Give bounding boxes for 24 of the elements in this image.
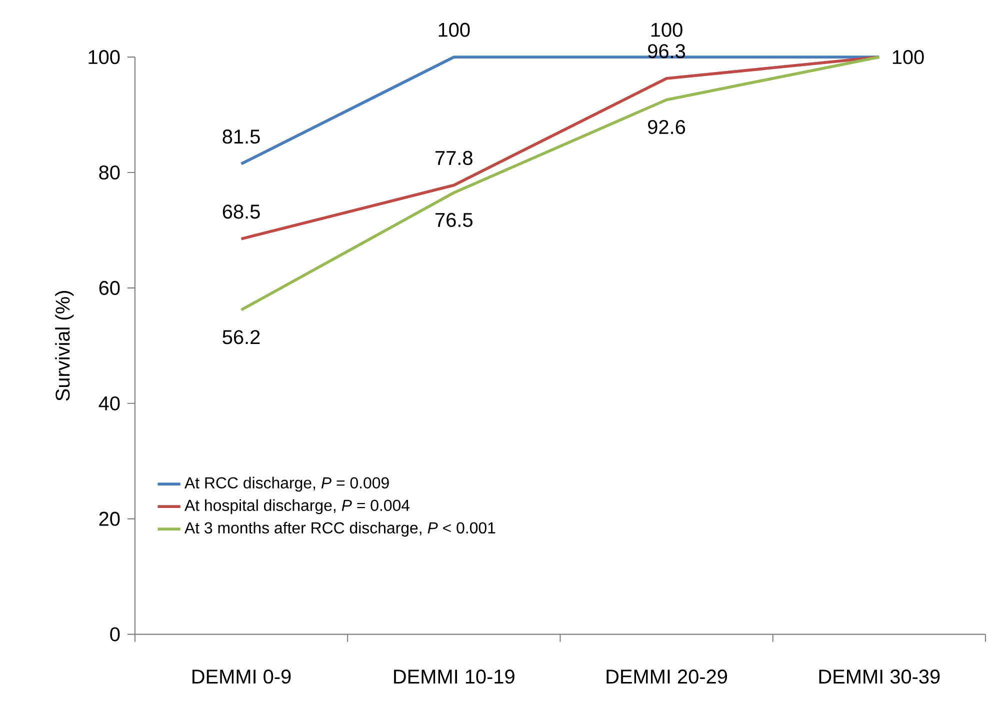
x-tick-label: DEMMI 0-9 [192,669,291,684]
data-label: 96.3 [648,44,686,58]
data-label: 77.8 [436,150,472,165]
y-tick-label: 40 [98,396,120,410]
data-label: 100 [651,22,682,37]
legend-label: At 3 months after RCC discharge, P < 0.001 [184,522,496,537]
x-tick-label: DEMMI 10-19 [394,669,514,684]
legend-label: At hospital discharge, P = 0.004 [184,499,410,514]
legend-label: At RCC discharge, P = 0.009 [184,476,389,492]
data-label: 100 [438,22,470,37]
x-tick-label: DEMMI 30-39 [819,669,940,684]
y-axis-title: Survivial (%) [55,290,74,401]
data-label: 92.6 [648,120,686,134]
data-label: 76.5 [436,212,472,227]
y-tick-label: 0 [110,627,120,642]
data-label: 68.5 [222,204,260,219]
x-tick-label: DEMMI 20-29 [606,669,728,684]
data-label: 56.2 [222,330,260,344]
data-label: 100 [892,50,924,64]
y-tick-label: 60 [99,280,120,295]
y-tick-label: 20 [99,512,120,526]
y-tick-label: 100 [88,50,120,64]
y-tick-label: 80 [99,165,120,180]
data-label: 81.5 [222,130,260,144]
